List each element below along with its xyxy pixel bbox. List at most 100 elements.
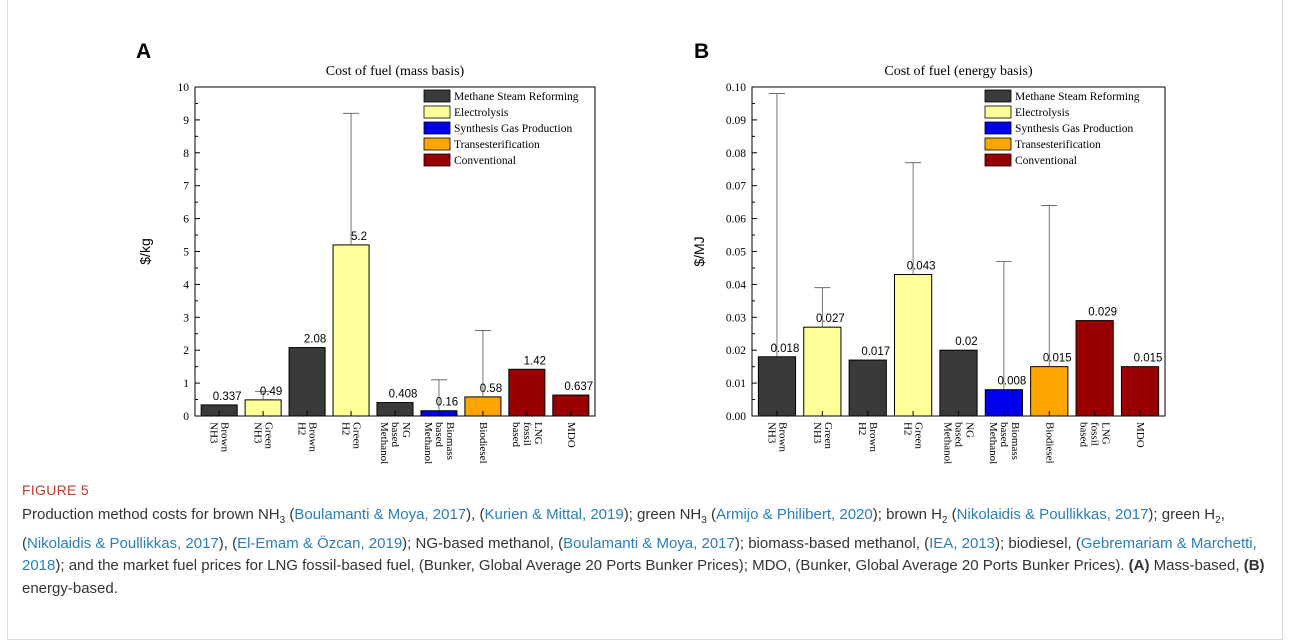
- legend-entry: Transesterification: [454, 139, 540, 151]
- y-tick-label: 0.06: [726, 214, 746, 226]
- bar: [1030, 366, 1069, 417]
- x-category-label: Brown: [867, 422, 879, 452]
- x-category-label: H2: [856, 422, 868, 435]
- y-tick-label: 8: [183, 148, 189, 160]
- x-category-label: Biodiesel: [1043, 422, 1055, 464]
- data-label: 0.027: [816, 313, 845, 325]
- x-category-label: Brown: [219, 422, 231, 452]
- x-category-label: based: [1078, 422, 1090, 448]
- legend-entry: Electrolysis: [1015, 107, 1070, 119]
- x-category-label: Methanol: [378, 422, 390, 464]
- caption-segment: ), (: [466, 506, 485, 523]
- legend-entry: Conventional: [454, 155, 516, 167]
- legend-swatch: [423, 105, 451, 119]
- x-category-label: H2: [902, 422, 914, 435]
- bar: [332, 244, 370, 417]
- chart-panel-a: A Cost of fuel (mass basis) $/kg 0 1 2 3 4 5 6 7 8 9…: [136, 40, 596, 464]
- data-label: 0.58: [480, 383, 502, 395]
- caption-segment: ); green H: [1148, 506, 1216, 523]
- caption-segment: ); brown H: [872, 506, 942, 523]
- bar: [288, 347, 326, 417]
- x-category-label: Methanol: [422, 422, 434, 464]
- panel-ref: (B): [1243, 557, 1265, 574]
- data-label: 0.015: [1134, 353, 1163, 365]
- citation-link[interactable]: Boulamanti & Moya, 2017: [563, 534, 735, 552]
- caption-segment: Production method costs for brown NH: [22, 506, 280, 523]
- y-tick-label: 6: [183, 214, 189, 226]
- x-category-label: H2: [340, 422, 352, 435]
- y-tick-label: 0.05: [726, 247, 746, 259]
- x-category-label: NG: [964, 422, 976, 438]
- figure-caption: FIGURE 5 Production method costs for bro…: [22, 482, 1272, 600]
- x-category-label: NH3: [252, 422, 264, 444]
- y-tick-label: 0: [183, 411, 189, 423]
- legend-swatch: [423, 153, 451, 167]
- citation-link[interactable]: Nikolaidis & Poullikkas, 2017: [956, 506, 1149, 523]
- data-label: 0.029: [1088, 307, 1117, 319]
- caption-segment: ), (: [218, 534, 238, 552]
- legend-entry: Methane Steam Reforming: [454, 91, 579, 103]
- x-category-label: NH3: [208, 422, 220, 444]
- legend-swatch: [984, 89, 1012, 103]
- legend-entry: Transesterification: [1015, 139, 1101, 151]
- y-tick-label: 0.03: [726, 312, 746, 324]
- legend-entry: Synthesis Gas Production: [454, 123, 572, 135]
- x-category-label: Brown: [307, 422, 319, 452]
- x-category-label: Green: [913, 422, 925, 449]
- y-tick-label: 7: [183, 181, 189, 193]
- legend-swatch: [984, 153, 1012, 167]
- bar: [757, 356, 797, 417]
- bar: [1075, 320, 1114, 417]
- bar: [939, 349, 978, 417]
- y-tick-label: 0.02: [726, 345, 746, 357]
- legend-entry: Electrolysis: [454, 107, 509, 119]
- bar: [803, 326, 842, 417]
- x-category-label: fossil: [521, 422, 533, 446]
- y-tick-label: 0.01: [726, 378, 746, 390]
- data-label: 0.637: [564, 381, 593, 393]
- y-tick-label: 0.04: [726, 279, 746, 291]
- citation-link[interactable]: IEA, 2013: [929, 534, 996, 552]
- x-category-label: based: [953, 422, 965, 448]
- citation-link[interactable]: Boulamanti & Moya, 2017: [294, 506, 467, 523]
- citation-link[interactable]: El-Emam & Özcan, 2019: [237, 534, 403, 552]
- data-label: 0.408: [389, 389, 418, 401]
- caption-text: Production method costs for brown NH3 (B…: [22, 504, 1272, 600]
- data-label: 5.2: [351, 231, 367, 243]
- subscript: 2: [941, 515, 948, 526]
- x-category-label: based: [433, 422, 445, 448]
- y-axis-label: $/kg: [137, 238, 153, 264]
- y-tick-label: 0.10: [726, 82, 746, 94]
- citation-link[interactable]: Nikolaidis & Poullikkas, 2017: [27, 534, 219, 552]
- y-tick-label: 9: [183, 115, 189, 127]
- y-tick-label: 4: [183, 279, 189, 291]
- x-category-label: Green: [263, 422, 275, 449]
- data-label: 0.16: [436, 397, 458, 409]
- legend-swatch: [423, 121, 451, 135]
- data-label: 0.017: [861, 346, 890, 358]
- caption-segment: ); NG-based methanol, (: [402, 534, 564, 552]
- x-category-label: based: [510, 422, 522, 448]
- data-label: 1.42: [524, 355, 546, 367]
- figure-label: FIGURE 5: [22, 482, 89, 498]
- x-category-label: Green: [351, 422, 363, 449]
- legend-entry: Conventional: [1015, 155, 1077, 167]
- y-tick-label: 0.09: [726, 115, 746, 127]
- y-tick-label: 5: [183, 247, 189, 259]
- citation-link[interactable]: Gebremariam & Marchetti, 2018: [22, 534, 1257, 575]
- caption-segment: ); biomass-based methanol, (: [734, 534, 930, 552]
- x-category-label: Methanol: [987, 422, 999, 464]
- legend-swatch: [984, 105, 1012, 119]
- caption-segment: (: [947, 506, 957, 523]
- caption-segment: ); biodiesel, (: [995, 534, 1081, 552]
- caption-segment: Mass-based,: [1149, 557, 1244, 574]
- bar: [508, 368, 546, 417]
- legend-entry: Methane Steam Reforming: [1015, 91, 1140, 103]
- y-tick-label: 10: [178, 82, 190, 94]
- x-category-label: fossil: [1089, 422, 1101, 446]
- citation-link[interactable]: Kurien & Mittal, 2019: [484, 506, 624, 523]
- citation-link[interactable]: Armijo & Philibert, 2020: [715, 506, 873, 523]
- y-axis-label: $/MJ: [691, 236, 707, 266]
- data-label: 0.337: [213, 391, 242, 403]
- data-label: 0.043: [907, 261, 936, 273]
